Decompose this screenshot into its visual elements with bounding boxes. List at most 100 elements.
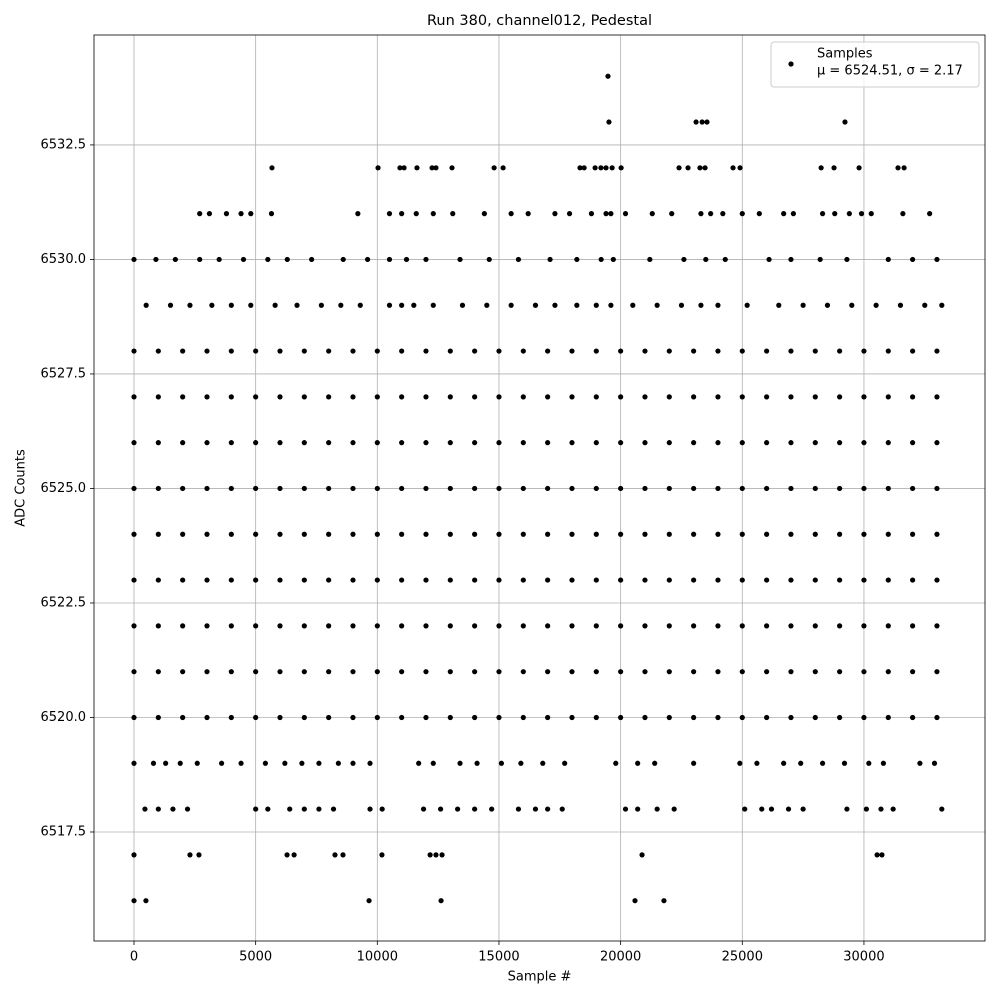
data-point [277, 669, 283, 675]
data-point [204, 669, 210, 675]
data-point [800, 302, 806, 308]
data-point [812, 485, 818, 492]
data-point [693, 119, 699, 125]
data-point [618, 485, 624, 492]
data-point [248, 211, 254, 217]
data-point [861, 531, 867, 537]
data-point [379, 852, 385, 858]
data-point [184, 806, 191, 812]
data-point [459, 302, 466, 308]
data-point [350, 760, 356, 766]
data-point [739, 531, 745, 537]
data-point [496, 714, 502, 721]
data-point [934, 440, 940, 446]
data-point [545, 806, 551, 812]
data-point [131, 348, 137, 354]
data-point [496, 623, 502, 629]
data-point [338, 302, 344, 308]
data-point [472, 348, 478, 354]
data-point [204, 348, 210, 354]
data-point [277, 485, 283, 492]
data-point [837, 440, 843, 446]
data-point [386, 256, 393, 263]
data-point [399, 531, 405, 537]
data-point [206, 211, 213, 217]
data-point [922, 302, 928, 308]
data-point [858, 211, 865, 217]
data-point [180, 394, 186, 400]
data-point [508, 302, 514, 308]
data-point [642, 669, 648, 675]
data-point [618, 577, 624, 583]
data-point [737, 165, 743, 171]
data-point [253, 623, 259, 629]
data-point [397, 165, 403, 171]
y-tick-label: 6532.5 [41, 137, 87, 152]
data-point [367, 806, 373, 812]
data-point [374, 623, 380, 629]
data-point [609, 165, 615, 171]
data-point [155, 485, 161, 492]
data-point [691, 760, 697, 766]
data-point [739, 485, 745, 492]
data-point [268, 211, 275, 217]
data-point [301, 669, 307, 675]
data-point [785, 806, 792, 812]
data-point [253, 714, 259, 721]
data-point [180, 531, 186, 537]
data-point [204, 577, 210, 583]
data-point [253, 577, 259, 583]
data-point [366, 898, 372, 904]
data-point [508, 211, 514, 217]
data-point [374, 669, 380, 675]
data-point [592, 165, 598, 171]
data-point [180, 714, 186, 721]
data-point [927, 211, 933, 217]
data-point [204, 485, 210, 492]
data-point [350, 669, 356, 675]
data-point [532, 302, 539, 308]
data-point [218, 760, 225, 766]
data-point [610, 256, 616, 263]
data-point [764, 485, 770, 492]
data-point [861, 669, 867, 675]
data-point [143, 898, 149, 904]
data-point [737, 760, 743, 766]
data-point [489, 806, 495, 812]
data-point [228, 394, 234, 400]
data-point [934, 577, 940, 583]
data-point [885, 394, 891, 400]
data-point [739, 714, 745, 721]
data-point [291, 852, 297, 858]
data-point [552, 211, 558, 217]
data-point [819, 211, 826, 217]
data-point [433, 165, 439, 171]
data-point [496, 669, 502, 675]
data-point [284, 256, 290, 263]
data-point [277, 623, 283, 629]
plot-frame [93, 34, 986, 942]
data-point [666, 485, 672, 492]
data-point [253, 394, 259, 400]
data-point [374, 577, 380, 583]
data-point [764, 531, 770, 537]
data-point [484, 302, 490, 308]
data-point [472, 531, 478, 537]
data-point [515, 806, 522, 812]
x-tick-label: 0 [130, 950, 138, 965]
data-point [824, 302, 831, 308]
data-point [569, 623, 575, 629]
data-point [545, 394, 551, 400]
data-point [910, 623, 916, 629]
data-point [447, 485, 453, 492]
data-point [131, 760, 137, 766]
data-point [155, 714, 161, 721]
data-point [618, 440, 624, 446]
x-tick-label: 20000 [600, 950, 641, 965]
data-point [885, 669, 891, 675]
data-point [437, 806, 444, 812]
data-point [685, 165, 691, 171]
data-point [817, 256, 823, 263]
data-point [177, 760, 183, 766]
data-point [842, 119, 848, 125]
